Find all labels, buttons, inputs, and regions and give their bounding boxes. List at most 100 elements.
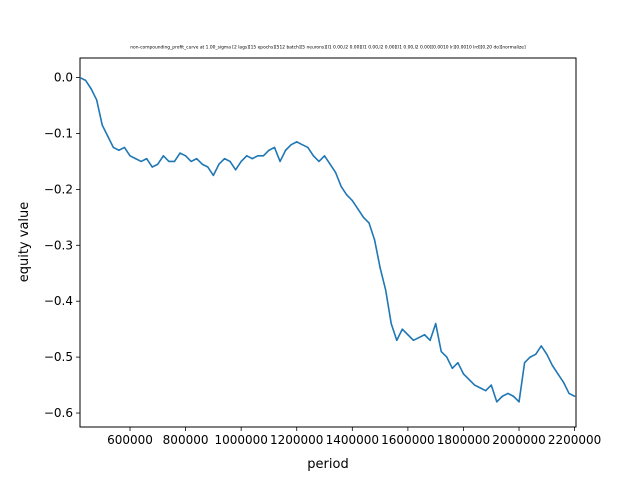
data-point [129,155,131,157]
plot-area: 600000 800000 1000000 1200000 1400000 1600000… [44,57,601,447]
data-point [212,174,215,177]
data-point [323,155,326,157]
data-point [340,185,342,188]
data-point [95,99,98,101]
data-point [157,163,159,165]
data-point [179,152,181,154]
x-axis-label: period [307,457,348,472]
data-point [368,222,370,224]
data-point [118,149,120,151]
data-point [312,155,315,157]
data-point [218,163,220,165]
data-point [307,146,309,149]
data-point [568,392,570,395]
y-tick-label: −0.5 [44,350,73,364]
data-point [501,395,504,397]
data-point [101,124,103,126]
data-point [201,163,203,165]
data-point [168,160,170,163]
data-point [351,199,354,202]
data-point [412,339,415,342]
y-tick-label: 0.0 [54,71,73,85]
data-point [540,345,542,347]
data-point [257,155,259,157]
chart-title: non-compounding_profit_curve at 1.00_sig… [130,45,526,51]
data-point [396,339,398,342]
data-point [251,157,253,160]
data-point [84,79,87,82]
data-point [434,322,437,325]
x-axis: 600000 800000 1000000 1200000 1400000 1600000… [107,427,601,447]
y-tick-label: −0.6 [44,406,73,420]
data-point [90,88,92,90]
data-point [390,322,392,325]
y-tick-label: −0.3 [44,238,73,252]
data-point [246,155,248,157]
data-point [462,373,465,375]
x-tick-label: 1800000 [437,433,490,447]
x-tick-label: 1600000 [381,433,434,447]
data-point [240,160,242,163]
data-point [457,362,459,364]
x-tick-label: 600000 [107,433,153,447]
data-point [551,364,554,367]
data-point [290,143,292,146]
data-point [357,208,359,210]
data-point [546,353,548,356]
x-tick-label: 1000000 [214,433,267,447]
data-point [529,356,531,358]
x-tick-label: 800000 [163,433,209,447]
data-point [507,392,509,395]
x-tick-label: 1200000 [270,433,323,447]
x-tick-label: 1400000 [326,433,379,447]
data-point [229,160,231,163]
data-point [151,166,153,168]
data-point [407,334,409,336]
data-point [207,166,209,168]
data-point [562,381,565,383]
data-point [262,155,265,157]
data-point [573,395,576,397]
data-point [423,334,426,336]
data-point [362,216,365,219]
plot-frame [79,57,577,428]
data-layer [79,76,576,403]
data-point [446,356,448,358]
data-point [196,157,198,160]
data-point [401,328,404,330]
x-tick-label: 2200000 [548,433,601,447]
y-tick-label: −0.1 [44,126,73,140]
data-point [496,401,498,403]
data-point [334,171,337,174]
data-point [190,160,192,163]
data-point [318,160,320,163]
data-point [296,141,298,143]
series-line [79,76,575,403]
data-point [145,157,148,160]
x-tick-label: 2000000 [492,433,545,447]
data-point [535,353,537,356]
data-point [451,367,454,369]
data-point [379,266,381,269]
data-point [373,239,376,241]
data-point [479,387,481,389]
data-point [279,160,281,163]
data-point [384,289,387,291]
data-point [140,160,142,163]
data-point [329,163,331,165]
data-point [107,135,109,137]
data-point [184,155,187,157]
data-point [268,149,270,151]
y-tick-label: −0.2 [44,182,73,196]
y-axis: 0.0 −0.1 −0.2 −0.3 −0.4 −0.5 −0.6 [44,71,80,420]
data-point [473,384,476,386]
data-point [273,146,276,149]
data-point [440,350,442,353]
data-point [418,336,420,339]
data-point [234,169,237,171]
data-point [112,146,115,149]
data-point [123,146,126,149]
data-point [284,149,287,151]
data-point [523,362,526,364]
